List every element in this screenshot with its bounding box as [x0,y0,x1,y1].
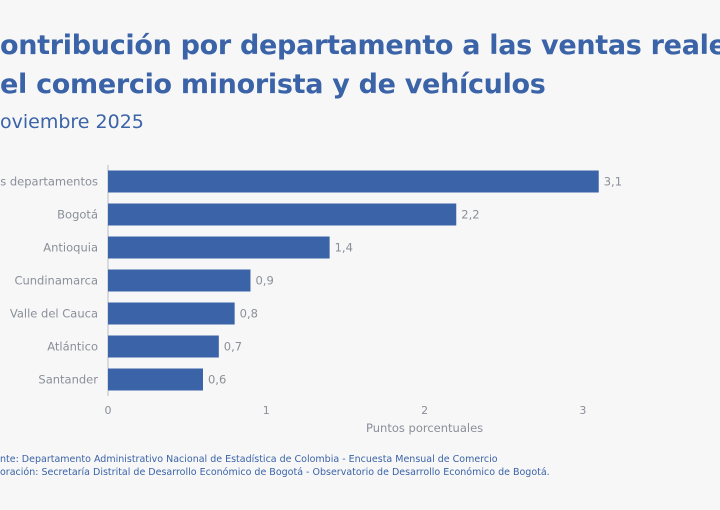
bar [108,302,235,325]
source-note: nte: Departamento Administrativo Naciona… [0,454,498,465]
bar [108,368,203,391]
bar [108,203,457,226]
bar [108,170,599,193]
category-label: os departamentos [0,175,98,189]
category-label: Bogotá [57,208,98,222]
x-tick-label: 1 [263,404,270,417]
x-tick-label: 3 [579,404,586,417]
chart-title-line1: ontribución por departamento a las venta… [0,30,720,61]
category-label: Santander [38,373,98,387]
data-label: 2,2 [461,208,479,222]
category-label: Antioquia [43,241,98,255]
data-label: 1,4 [335,241,353,255]
data-label: 0,6 [208,373,226,387]
category-label: Valle del Cauca [10,307,98,321]
category-label: Atlántico [47,340,98,354]
x-tick-label: 2 [421,404,428,417]
data-label: 3,1 [604,175,622,189]
bar [108,335,219,358]
chart-title-line2: el comercio minorista y de vehículos [0,69,546,100]
data-label: 0,9 [255,274,273,288]
x-axis-title: Puntos porcentuales [366,421,483,435]
category-label: Cundinamarca [14,274,98,288]
x-tick-label: 0 [105,404,112,417]
chart-subtitle: oviembre 2025 [0,111,144,133]
bar [108,236,330,259]
bar [108,269,251,292]
credits-note: oración: Secretaría Distrital de Desarro… [0,467,550,478]
data-label: 0,7 [224,340,242,354]
data-label: 0,8 [240,307,258,321]
